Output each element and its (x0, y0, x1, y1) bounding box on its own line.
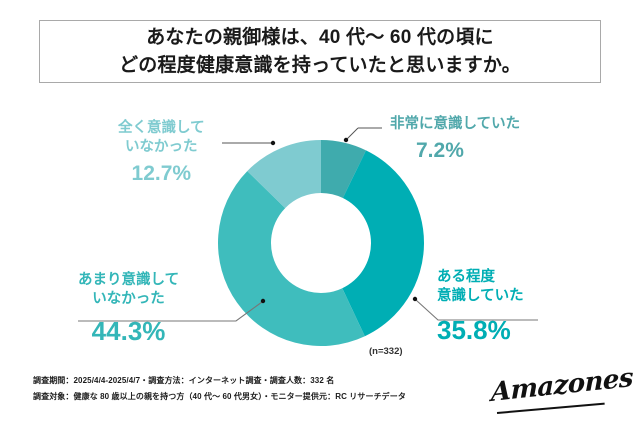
slice-label-mattaku-name-1: 全く意識して (118, 120, 205, 136)
survey-meta-line-1: 調査期間：2025/4/4-2025/4/7・調査方法：インターネット調査・調査… (33, 376, 335, 385)
survey-meta-line-2: 調査対象：健康な 80 歳以上の親を持つ方（40 代〜 60 代男女）・モニター… (33, 391, 406, 401)
donut-slice-mattaku (247, 140, 321, 209)
slice-label-hijo-name: 非常に意識していた (390, 116, 521, 132)
slice-label-aru-name-1: ある程度 (437, 269, 495, 285)
leader-line-hijo-tail (345, 127, 359, 141)
slice-label-mattaku-name-2: いなかった (125, 138, 198, 155)
sample-size-label: (n=332) (369, 346, 403, 357)
donut-slice-aru (342, 150, 424, 337)
footer: 調査期間：2025/4/4-2025/4/7・調査方法：インターネット調査・調査… (0, 363, 640, 426)
donut-chart: 非常に意識していた 7.2% 全く意識して いなかった 12.7% あまり意識し… (0, 95, 640, 365)
slice-label-mattaku-percent: 12.7% (131, 161, 192, 185)
slice-label-aru-name-2: 意識していた (437, 287, 524, 304)
page-title-line-2: どの程度健康意識を持っていたと思いますか。 (119, 54, 521, 76)
slice-label-mattaku: 全く意識して いなかった 12.7% (118, 119, 205, 187)
slice-label-amari-name-1: あまり意識して (78, 272, 180, 288)
brand-logo: Amazones (487, 363, 633, 420)
brand-logo-text: Amazones (491, 362, 633, 408)
slice-label-amari-percent: 44.3% (91, 315, 166, 346)
page-title-box: あなたの親御様は、40 代〜 60 代の頃に どの程度健康意識を持っていたと思い… (39, 20, 601, 83)
slice-label-hijo-percent: 7.2% (416, 138, 464, 162)
donut-svg (218, 140, 424, 346)
donut-graphic (218, 140, 424, 346)
slice-label-amari: あまり意識して いなかった 44.3% (78, 271, 179, 348)
slice-label-amari-name-2: いなかった (92, 290, 165, 307)
donut-slice-hijo (321, 140, 367, 199)
page-title-line-1: あなたの親御様は、40 代〜 60 代の頃に (146, 26, 494, 48)
slice-label-aru: ある程度 意識していた 35.8% (437, 268, 524, 347)
slice-label-hijo: 非常に意識していた 7.2% (390, 115, 520, 164)
slice-label-aru-percent: 35.8% (437, 314, 511, 345)
survey-meta: 調査期間：2025/4/4-2025/4/7・調査方法：インターネット調査・調査… (33, 373, 406, 404)
